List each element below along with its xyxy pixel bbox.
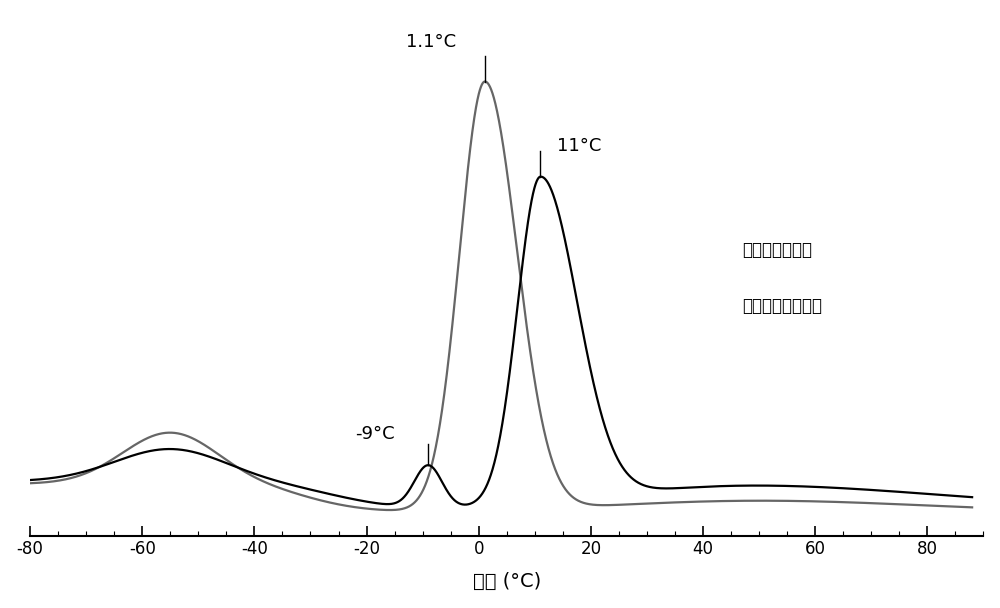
Text: 1.1°C: 1.1°C [406, 33, 456, 51]
Text: -9°C: -9°C [355, 425, 395, 443]
X-axis label: 温度 (°C): 温度 (°C) [473, 572, 541, 592]
Text: 添加增容剂试样: 添加增容剂试样 [742, 241, 812, 258]
Text: 未添加增容剂试样: 未添加增容剂试样 [742, 297, 822, 315]
Text: 11°C: 11°C [557, 137, 602, 154]
